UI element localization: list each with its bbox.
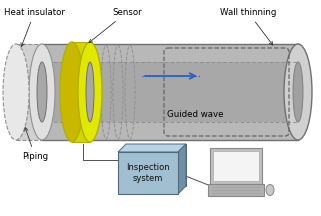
Bar <box>72 42 90 142</box>
Polygon shape <box>118 144 186 152</box>
Ellipse shape <box>86 62 94 122</box>
Ellipse shape <box>78 42 102 142</box>
Ellipse shape <box>266 184 274 195</box>
Bar <box>126 144 186 186</box>
Ellipse shape <box>284 44 312 140</box>
Text: Heat insulator: Heat insulator <box>4 8 65 46</box>
Ellipse shape <box>293 62 303 122</box>
Bar <box>213 151 259 181</box>
Bar <box>118 152 178 194</box>
Ellipse shape <box>29 44 55 140</box>
Bar <box>208 184 264 196</box>
Bar <box>18 62 298 122</box>
Text: Guided wave: Guided wave <box>167 110 223 119</box>
Bar <box>42 44 298 140</box>
Text: Inspection
system: Inspection system <box>126 163 170 183</box>
Ellipse shape <box>37 62 47 122</box>
Bar <box>16 44 42 140</box>
Ellipse shape <box>60 42 84 142</box>
Text: Wall thinning: Wall thinning <box>220 8 276 45</box>
Polygon shape <box>178 144 186 194</box>
Ellipse shape <box>3 44 29 140</box>
Text: Sensor: Sensor <box>89 8 142 43</box>
Bar <box>210 148 262 184</box>
Text: Piping: Piping <box>22 127 48 161</box>
